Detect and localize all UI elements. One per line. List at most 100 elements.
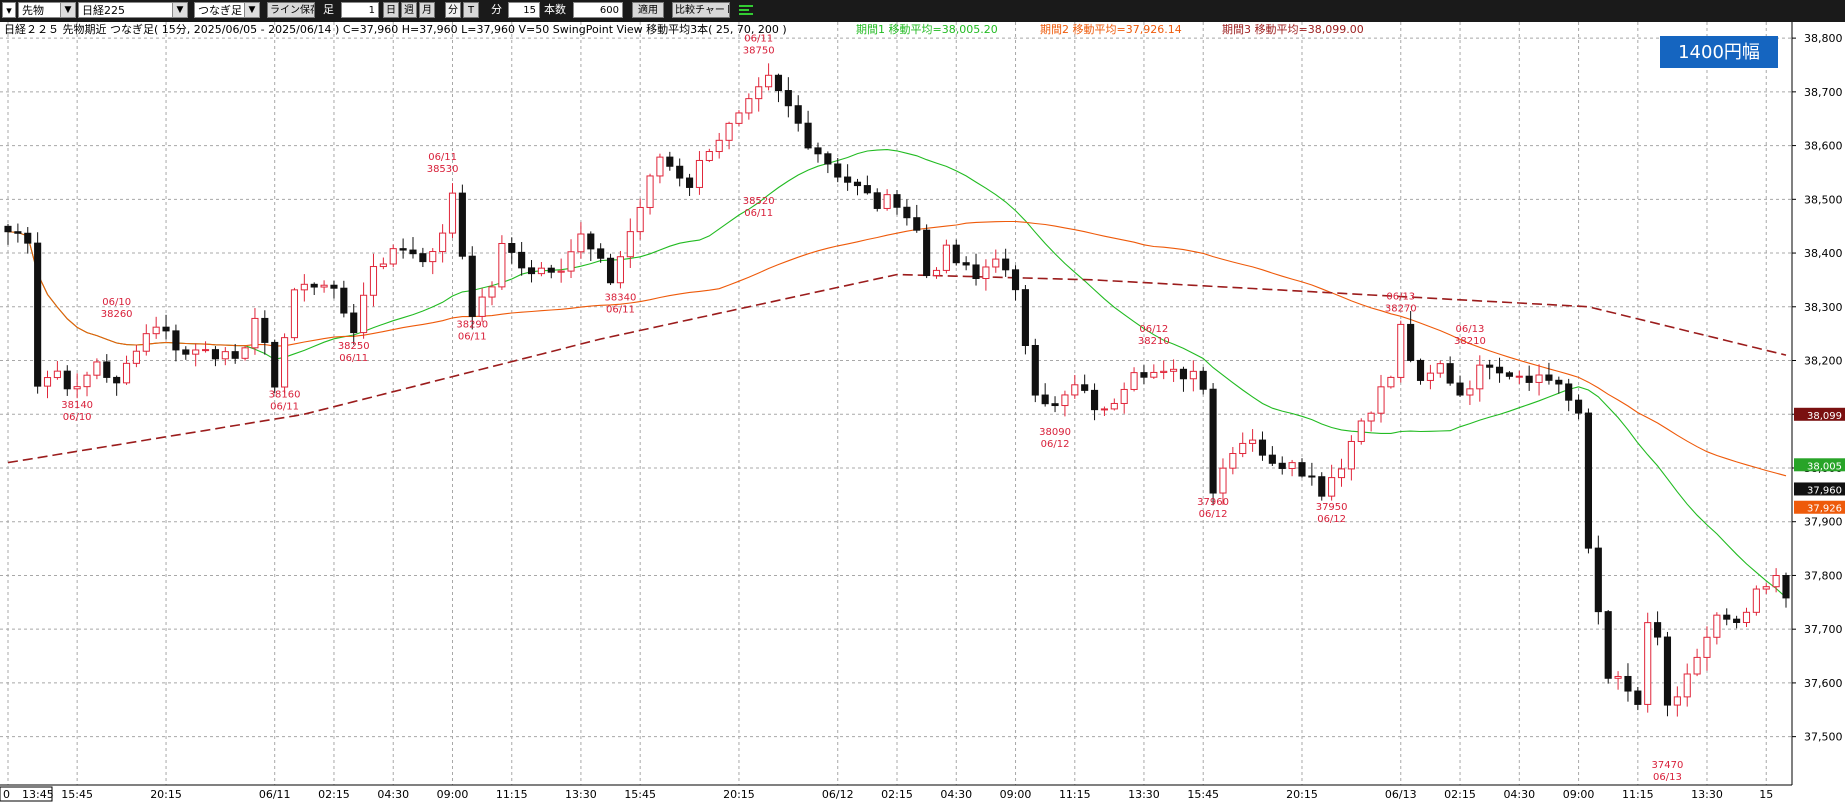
series-type-select[interactable]: つなぎ足 ▼ bbox=[194, 2, 260, 18]
candle-body bbox=[1397, 323, 1405, 378]
candle-body bbox=[1061, 394, 1069, 407]
x-tick-label: 06/12 bbox=[822, 788, 854, 801]
candle-body bbox=[281, 337, 289, 388]
candle-body bbox=[1476, 364, 1484, 390]
candle-body bbox=[1011, 269, 1020, 291]
candle-body bbox=[34, 242, 42, 387]
candle-body bbox=[1002, 258, 1010, 271]
candle-body bbox=[992, 258, 1000, 268]
compare-chart-button[interactable]: 比較チャート bbox=[672, 2, 730, 18]
y-axis: 37,50037,60037,70037,80037,90038,00038,1… bbox=[1792, 32, 1845, 744]
candle-body bbox=[1525, 375, 1533, 383]
candle-body bbox=[1693, 656, 1701, 675]
save-line-button[interactable]: ライン保存 bbox=[267, 2, 315, 18]
candle-body bbox=[1772, 575, 1780, 588]
candle-body bbox=[1515, 375, 1523, 378]
interval-input[interactable]: 15 bbox=[508, 2, 540, 18]
swing-label: 38090 bbox=[1039, 427, 1071, 438]
candle-body bbox=[952, 244, 960, 264]
swing-label: 06/11 bbox=[458, 332, 487, 343]
candle-body bbox=[73, 386, 81, 390]
candle-body bbox=[1160, 370, 1168, 373]
candle-body bbox=[784, 90, 792, 107]
day-button[interactable]: 日 bbox=[383, 2, 399, 18]
candlestick-chart[interactable]: 06/113853006/113875006/103826006/1238210… bbox=[0, 22, 1845, 810]
candle-body bbox=[1703, 636, 1711, 658]
x-tick-label: 02:15 bbox=[1444, 788, 1476, 801]
y-tick-label: 38,400 bbox=[1804, 247, 1843, 260]
candle-body bbox=[873, 192, 881, 209]
candle-body bbox=[300, 283, 308, 291]
y-tick-label: 38,500 bbox=[1804, 193, 1843, 206]
candle-body bbox=[1130, 372, 1138, 390]
apply-button[interactable]: 適用 bbox=[632, 2, 664, 18]
candle-body bbox=[1071, 384, 1079, 396]
candle-body bbox=[676, 165, 684, 179]
x-tick-label: 11:15 bbox=[1622, 788, 1654, 801]
chart-header-text: 日経２２５ 先物期近 つなぎ足( 15分, 2025/06/05 - 2025/… bbox=[4, 22, 787, 36]
candle-body bbox=[439, 232, 447, 253]
interval-label: 分 bbox=[491, 3, 502, 16]
candle-body bbox=[557, 270, 565, 273]
candle-body bbox=[468, 255, 476, 317]
candle-body bbox=[1189, 370, 1197, 380]
ashi-input[interactable]: 1 bbox=[341, 2, 379, 18]
swing-label: 37470 bbox=[1652, 760, 1684, 771]
swing-label: 38210 bbox=[1454, 336, 1486, 347]
candle-body bbox=[409, 249, 417, 255]
x-tick-label: 04:30 bbox=[940, 788, 972, 801]
week-button[interactable]: 週 bbox=[401, 2, 417, 18]
bars-input[interactable]: 600 bbox=[573, 2, 623, 18]
candle-body bbox=[1416, 359, 1425, 381]
price-marker-label: 38,005 bbox=[1807, 461, 1842, 472]
range-badge-box bbox=[1660, 36, 1778, 68]
price-marker-box bbox=[1794, 482, 1845, 496]
candle-body bbox=[972, 264, 980, 280]
candle-body bbox=[1268, 454, 1276, 464]
ashi-label: 足 bbox=[323, 3, 334, 16]
candle-body bbox=[695, 159, 704, 188]
instrument-select[interactable]: 日経225 ▼ bbox=[78, 2, 188, 18]
y-tick-label: 37,800 bbox=[1804, 569, 1843, 582]
candle-body bbox=[488, 286, 496, 298]
menu-dropdown-icon[interactable]: ▾ bbox=[2, 2, 16, 18]
x-tick-label: 02:15 bbox=[881, 788, 913, 801]
candle-body bbox=[43, 377, 52, 387]
candle-body bbox=[745, 98, 753, 114]
candle-body bbox=[429, 251, 437, 263]
x-tick-label: 13:30 bbox=[1691, 788, 1723, 801]
candle-body bbox=[1654, 622, 1662, 638]
candle-body bbox=[369, 266, 378, 296]
candle-body bbox=[320, 284, 328, 288]
swing-label: 38210 bbox=[1138, 336, 1170, 347]
minute-button[interactable]: 分 bbox=[445, 2, 461, 18]
candle-body bbox=[863, 185, 871, 194]
market-select[interactable]: 先物 ▼ bbox=[18, 2, 76, 18]
candle-body bbox=[1031, 345, 1039, 396]
candle-body bbox=[616, 256, 624, 284]
candle-body bbox=[1387, 376, 1395, 388]
candle-body bbox=[1041, 394, 1049, 405]
candle-body bbox=[577, 233, 585, 253]
swing-label: 06/12 bbox=[1041, 439, 1070, 450]
chart-settings-icon[interactable] bbox=[737, 2, 755, 18]
candle-body bbox=[1120, 388, 1128, 404]
candle-body bbox=[1713, 614, 1721, 638]
tick-button[interactable]: T bbox=[463, 2, 479, 18]
ma1-legend: 期間1 移動平均=38,005.20 bbox=[856, 22, 998, 36]
swing-points: 06/113853006/113875006/103826006/1238210… bbox=[61, 34, 1683, 784]
ma3-line bbox=[7, 273, 1787, 464]
candle-body bbox=[1446, 363, 1454, 384]
candle-body bbox=[1377, 386, 1385, 414]
candle-body bbox=[962, 262, 970, 266]
swing-label: 37960 bbox=[1197, 497, 1229, 508]
candle-body bbox=[192, 349, 200, 355]
candle-body bbox=[1347, 440, 1355, 470]
candle-body bbox=[1555, 379, 1563, 385]
month-button[interactable]: 月 bbox=[419, 2, 435, 18]
y-tick-label: 37,900 bbox=[1804, 516, 1843, 529]
x-tick-label: 15 bbox=[1759, 788, 1773, 801]
y-tick-label: 38,300 bbox=[1804, 301, 1843, 314]
moving-averages bbox=[7, 149, 1787, 598]
toolbar: ▾ 先物 ▼ 日経225 ▼ つなぎ足 ▼ ライン保存 足 1 日 週 月 分 T 分… bbox=[0, 0, 1845, 22]
